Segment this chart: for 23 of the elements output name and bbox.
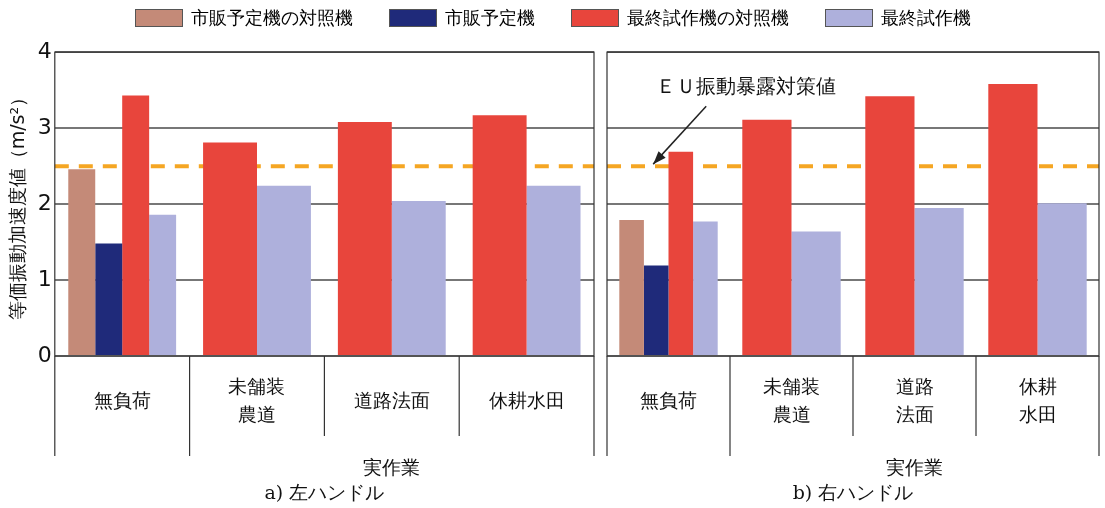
text: b) 右ハンドル bbox=[792, 480, 914, 503]
x-tick-label: 無負荷 bbox=[640, 388, 697, 411]
legend-label: 市販予定機の対照機 bbox=[190, 6, 353, 30]
x-tick-label: 未舗装農道 bbox=[228, 374, 286, 425]
y-axis-title: 等価振動加速度値（m/s²） bbox=[6, 87, 29, 321]
y-tick-label: 3 bbox=[37, 113, 52, 139]
x-tick-label: 無負荷 bbox=[93, 388, 151, 411]
x-tick-label: 休耕水田 bbox=[1018, 374, 1057, 425]
text: 実作業 bbox=[363, 455, 421, 478]
text: 実作業 bbox=[886, 455, 943, 478]
y-tick-label: 1 bbox=[37, 265, 52, 291]
x-tick-label: 道路法面 bbox=[353, 388, 430, 411]
y-tick-label: 4 bbox=[37, 37, 52, 63]
legend-label: 最終試作機 bbox=[880, 6, 971, 30]
legend-label: 市販予定機 bbox=[444, 6, 535, 30]
legend-label: 最終試作機の対照機 bbox=[626, 6, 789, 30]
x-tick-label: 休耕水田 bbox=[488, 388, 565, 411]
y-tick-label: 0 bbox=[37, 341, 52, 367]
x-tick-label: 道路法面 bbox=[895, 374, 934, 425]
ref-line-label: ＥＵ振動暴露対策値 bbox=[656, 74, 837, 99]
y-tick-label: 2 bbox=[37, 189, 52, 215]
x-tick-label: 未舗装農道 bbox=[763, 374, 820, 425]
text: a) 左ハンドル bbox=[264, 480, 385, 503]
